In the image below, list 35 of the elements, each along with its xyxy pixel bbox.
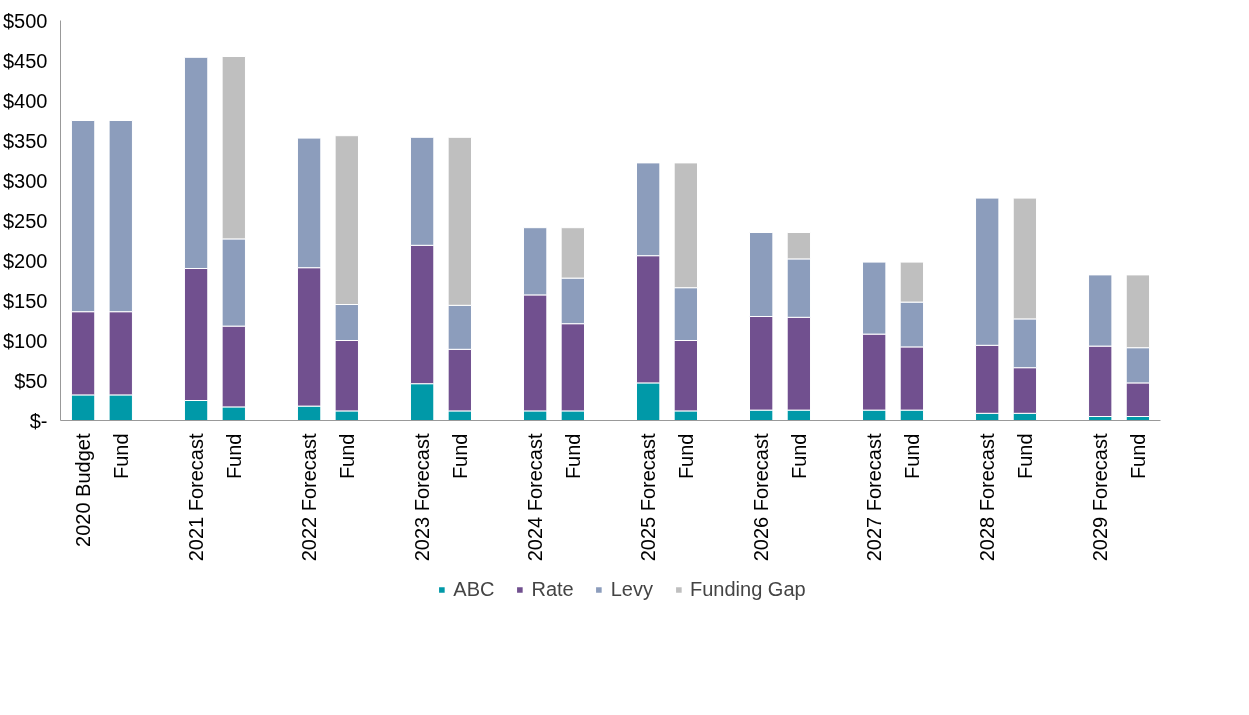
x-tick-label: 2020 Budget: [72, 433, 95, 547]
y-tick-label: $250: [3, 209, 48, 232]
x-tick-label: 2026 Forecast: [750, 433, 773, 562]
y-tick-label: $500: [3, 9, 48, 32]
x-tick-label: 2023 Forecast: [411, 433, 434, 562]
x-tick-label: Fund: [900, 433, 923, 480]
x-tick-label: 2021 Forecast: [185, 433, 208, 562]
y-tick-label: $450: [3, 49, 48, 72]
y-tick-label: $-: [29, 409, 48, 432]
x-tick-label: Fund: [1126, 433, 1149, 480]
x-tick-label: Fund: [1013, 433, 1036, 480]
y-tick-label: $300: [3, 169, 48, 192]
y-tick-label: $200: [3, 249, 48, 272]
legend-label: Levy: [610, 577, 653, 601]
legend-label: Funding Gap: [689, 577, 806, 601]
y-tick-label: $100: [3, 329, 48, 352]
x-tick-label: Fund: [448, 433, 471, 480]
x-tick-label: 2028 Forecast: [976, 433, 999, 562]
y-tick-label: $50: [14, 369, 48, 392]
x-tick-label: Fund: [674, 433, 697, 480]
x-tick-label: Fund: [561, 433, 584, 480]
x-tick-label: Fund: [109, 433, 132, 480]
y-tick-label: $400: [3, 89, 48, 112]
legend-label: Rate: [531, 577, 574, 601]
y-tick-label: $350: [3, 129, 48, 152]
x-tick-label: Fund: [335, 433, 358, 480]
legend-label: ABC: [453, 577, 495, 601]
x-tick-label: 2025 Forecast: [637, 433, 660, 562]
x-tick-label: Fund: [787, 433, 810, 480]
x-tick-label: 2024 Forecast: [524, 433, 547, 562]
x-tick-label: 2029 Forecast: [1089, 433, 1112, 562]
x-tick-label: Fund: [222, 433, 245, 480]
y-tick-label: $150: [3, 289, 48, 312]
x-tick-label: 2022 Forecast: [298, 433, 321, 562]
x-tick-label: 2027 Forecast: [863, 433, 886, 562]
